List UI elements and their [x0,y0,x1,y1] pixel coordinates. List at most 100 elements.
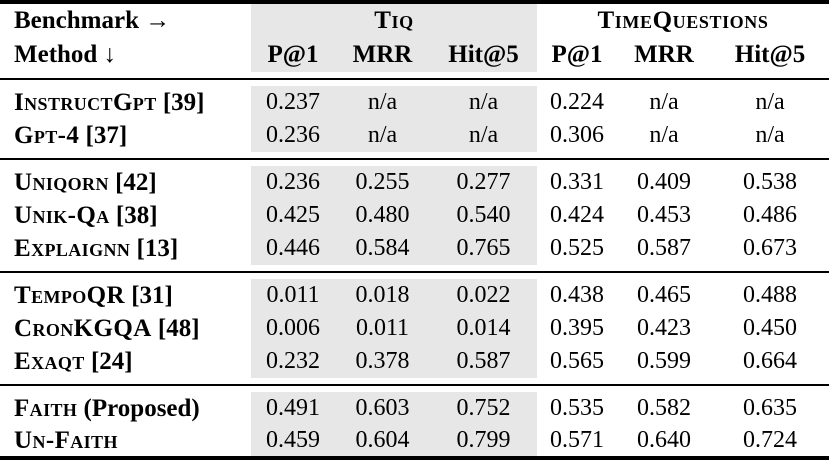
cell-value: n/a [649,89,679,115]
table-row: Faith (Proposed) 0.491 0.603 0.752 0.535… [0,392,829,425]
benchmark-group-tiq: Tiq [251,2,538,37]
benchmark-corner-label: Benchmark → [14,6,171,34]
table-row: Explaignn [13] 0.446 0.584 0.765 0.525 0… [0,232,829,265]
cell-value: 0.587 [430,345,538,378]
horizontal-rule [0,78,829,80]
cell-value: 0.424 [550,202,605,228]
method-ref: [24] [84,347,133,375]
cell-method: Unik-Qa [38] [0,199,251,232]
column-header-tq-mrr: MRR [634,40,694,68]
cell-value: n/a [755,122,785,148]
method-name: Explaignn [14,234,131,262]
cell-value: 0.446 [251,232,335,265]
cell-value: 0.022 [430,279,538,312]
horizontal-rule [0,271,829,273]
cell-value: 0.587 [637,235,692,261]
column-header-tiq-mrr: MRR [335,37,430,72]
benchmark-group-timequestions: TimeQuestions [597,6,769,34]
cell-value: 0.535 [550,395,605,421]
cell-value: 0.582 [637,395,692,421]
cell-value: 0.673 [743,235,798,261]
cell-value: 0.491 [251,392,335,425]
method-name: Un-Faith [14,426,118,454]
cell-value: n/a [335,86,430,119]
cell-value: 0.488 [743,282,798,308]
table-row: Uniqorn [42] 0.236 0.255 0.277 0.331 0.4… [0,166,829,199]
cell-value: 0.465 [637,282,692,308]
cell-value: 0.011 [335,312,430,345]
method-name: Gpt-4 [14,121,80,149]
cell-value: n/a [430,86,538,119]
cell-value: 0.571 [550,427,605,453]
cell-value: 0.450 [743,315,798,341]
column-header-tiq-hit5: Hit@5 [430,37,538,72]
table-row: Gpt-4 [37] 0.236 n/a n/a 0.306 n/a n/a [0,119,829,152]
cell-value: n/a [335,119,430,152]
header-row-benchmarks: Benchmark → Tiq TimeQuestions [0,2,829,37]
cell-value: 0.378 [335,345,430,378]
cell-value: 0.011 [251,279,335,312]
cell-value: 0.799 [430,425,538,458]
method-name: InstructGpt [14,88,157,116]
method-ref: [13] [130,234,179,262]
cell-value: 0.459 [251,425,335,458]
method-name: TempoQR [14,281,125,309]
cell-value: n/a [755,89,785,115]
rule-between-groups [0,152,829,166]
table-row: Un-Faith 0.459 0.604 0.799 0.571 0.640 0… [0,425,829,458]
column-header-tq-p1: P@1 [551,40,603,68]
cell-value: 0.635 [743,395,798,421]
cell-method: TempoQR [31] [0,279,251,312]
cell-value: 0.480 [335,199,430,232]
cell-value: 0.236 [251,166,335,199]
cell-value: 0.525 [550,235,605,261]
method-ref: [38] [109,201,158,229]
cell-value: 0.224 [550,89,605,115]
column-header-tiq-p1: P@1 [251,37,335,72]
method-ref: [31] [124,281,173,309]
method-ref: [42] [108,168,157,196]
cell-method: CronKGQA [48] [0,312,251,345]
method-name: Faith [14,394,78,422]
cell-value: n/a [649,122,679,148]
table-row: CronKGQA [48] 0.006 0.011 0.014 0.395 0.… [0,312,829,345]
method-name: Uniqorn [14,168,109,196]
cell-value: 0.409 [637,169,692,195]
method-corner-label: Method ↓ [14,40,117,68]
cell-value: 0.255 [335,166,430,199]
method-name: Unik-Qa [14,201,110,229]
cell-value: 0.006 [251,312,335,345]
cell-value: 0.538 [743,169,798,195]
cell-value: 0.604 [335,425,430,458]
header-row-metrics: Method ↓ P@1 MRR Hit@5 P@1 MRR Hit@5 [0,37,829,72]
cell-value: 0.331 [550,169,605,195]
cell-value: 0.425 [251,199,335,232]
cell-value: 0.232 [251,345,335,378]
cell-value: 0.486 [743,202,798,228]
cell-value: 0.014 [430,312,538,345]
cell-value: 0.664 [743,348,798,374]
cell-value: 0.306 [550,122,605,148]
table-row: Unik-Qa [38] 0.425 0.480 0.540 0.424 0.4… [0,199,829,232]
cell-value: n/a [430,119,538,152]
rule-between-groups [0,265,829,279]
cell-value: 0.395 [550,315,605,341]
cell-value: 0.540 [430,199,538,232]
cell-value: 0.565 [550,348,605,374]
cell-value: 0.584 [335,232,430,265]
method-ref: [39] [156,88,205,116]
cell-value: 0.236 [251,119,335,152]
cell-value: 0.438 [550,282,605,308]
cell-value: 0.765 [430,232,538,265]
cell-value: 0.752 [430,392,538,425]
horizontal-rule [0,384,829,386]
cell-method: Gpt-4 [37] [0,119,251,152]
cell-value: 0.640 [637,427,692,453]
cell-value: 0.277 [430,166,538,199]
method-ref: [48] [151,314,200,342]
cell-value: 0.453 [637,202,692,228]
method-ref: [37] [79,121,128,149]
cell-value: 0.603 [335,392,430,425]
cell-value: 0.724 [743,427,798,453]
